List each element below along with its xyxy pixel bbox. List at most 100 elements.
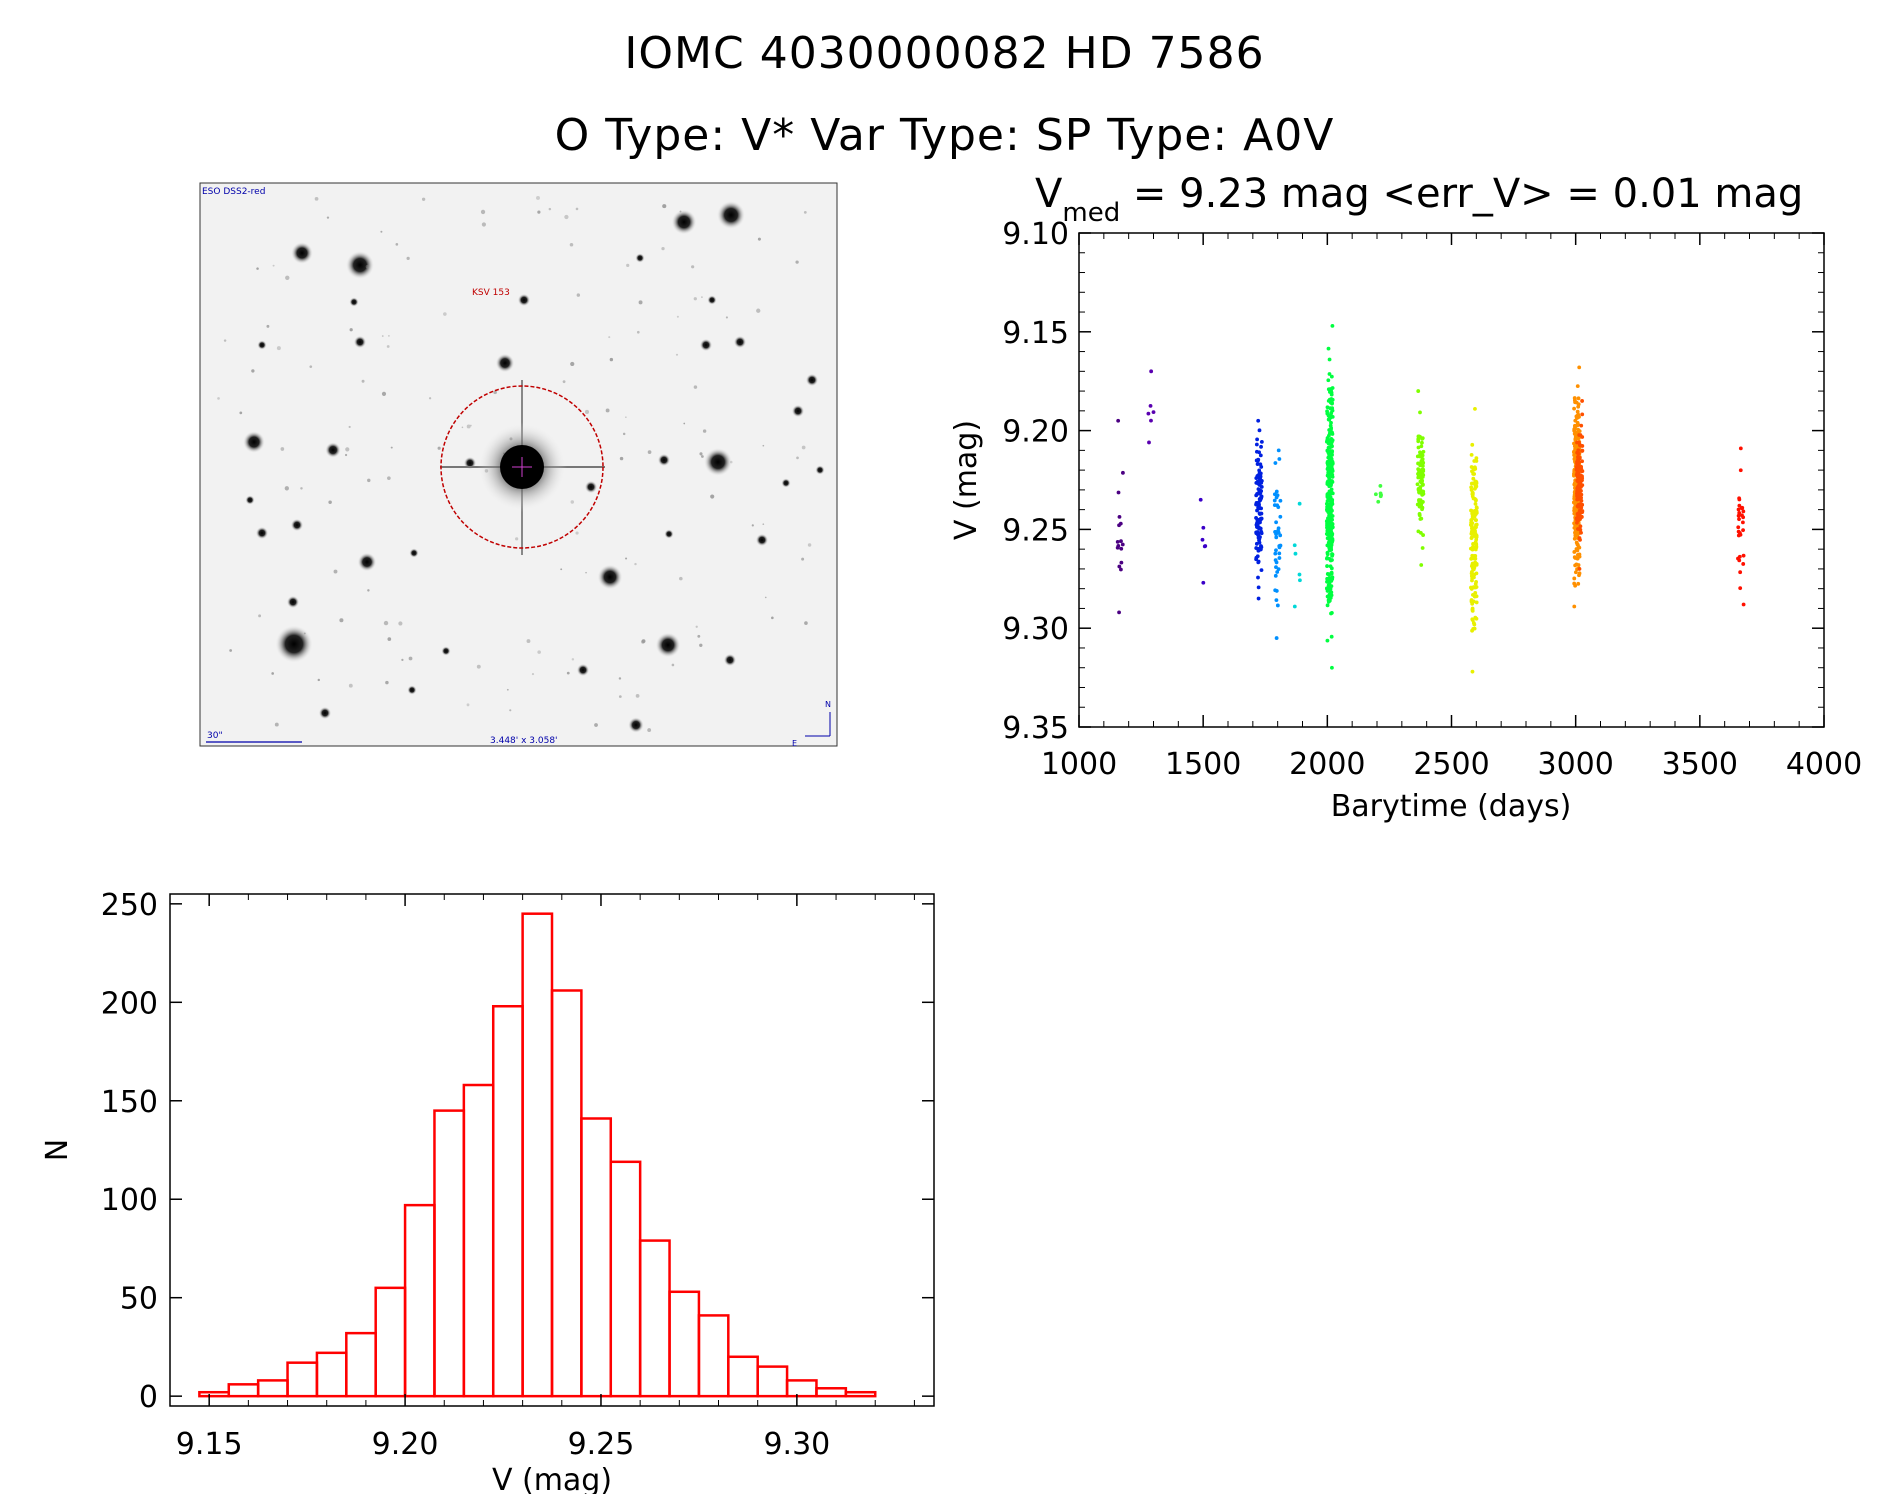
- lc-xtick-label: 2000: [1289, 747, 1365, 782]
- lc-data-point: [1741, 602, 1746, 607]
- lc-data-point: [1147, 440, 1151, 445]
- lc-data-point: [1329, 392, 1334, 397]
- sky-faint-star: [367, 589, 370, 592]
- lc-data-point: [1275, 493, 1280, 498]
- lc-data-point: [1120, 542, 1125, 547]
- sky-corner-label: ESO DSS2-red: [202, 187, 265, 197]
- lc-data-point: [1579, 530, 1583, 535]
- lc-data-point: [1274, 548, 1278, 553]
- lc-data-point: [1421, 449, 1426, 454]
- sky-star: [290, 241, 314, 265]
- lc-data-point: [1576, 581, 1581, 586]
- sky-faint-star: [466, 703, 470, 707]
- sky-star: [703, 447, 733, 477]
- lc-data-point: [1329, 374, 1334, 379]
- lc-xtick-label: 1000: [1041, 747, 1117, 782]
- hist-bar: [462, 1083, 495, 1398]
- sky-star: [707, 295, 717, 305]
- page-title: IOMC 4030000082 HD 7586: [624, 28, 1265, 79]
- sky-star: [257, 340, 267, 350]
- lc-data-point: [1275, 570, 1280, 574]
- lc-data-point: [1474, 616, 1479, 621]
- sky-star: [805, 373, 819, 387]
- lc-data-point: [1119, 567, 1123, 572]
- sky-faint-star: [725, 316, 728, 319]
- lc-data-point: [1200, 537, 1205, 542]
- sky-faint-star: [636, 330, 640, 334]
- sky-faint-star: [537, 210, 541, 214]
- lc-data-point: [1576, 495, 1581, 500]
- sky-faint-star: [575, 207, 579, 211]
- lc-data-point: [1737, 517, 1741, 522]
- lc-data-point: [1149, 418, 1153, 423]
- lc-data-point: [1259, 439, 1264, 444]
- lc-data-point: [1737, 558, 1742, 563]
- lc-data-point: [1254, 442, 1259, 447]
- lc-data-point: [1326, 586, 1331, 591]
- lc-data-point: [1256, 559, 1261, 564]
- lc-data-point: [1578, 537, 1582, 542]
- lc-data-point: [1572, 604, 1577, 609]
- sky-faint-star: [406, 256, 410, 260]
- lc-data-point: [1572, 550, 1577, 554]
- lc-data-point: [1576, 440, 1581, 445]
- lc-data-point: [1572, 450, 1576, 455]
- sky-faint-star: [641, 639, 646, 644]
- sky-faint-star: [584, 409, 590, 415]
- sky-faint-star: [515, 537, 519, 541]
- sky-star: [495, 353, 515, 373]
- lc-data-point: [1329, 443, 1334, 448]
- lc-ylabel: V (mag): [949, 420, 984, 540]
- lc-data-point: [1274, 598, 1279, 603]
- sky-faint-star: [256, 267, 259, 270]
- sky-star-field: [217, 195, 825, 733]
- lc-data-point: [1328, 498, 1333, 503]
- sky-faint-star: [710, 494, 715, 499]
- lc-data-point: [1574, 444, 1579, 449]
- sky-faint-star: [398, 621, 403, 626]
- lc-data-point: [1329, 590, 1334, 595]
- hist-bar: [550, 989, 583, 1398]
- lc-data-point: [1272, 503, 1277, 508]
- lc-data-point: [1257, 540, 1262, 545]
- lc-data-point: [1736, 525, 1741, 530]
- lc-data-point: [1327, 572, 1332, 577]
- lc-data-point: [1470, 578, 1474, 583]
- sky-faint-star: [594, 723, 598, 727]
- lc-data-point: [1273, 588, 1278, 593]
- lc-data-point: [1573, 563, 1578, 568]
- sky-faint-star: [562, 380, 566, 384]
- sky-star: [755, 533, 769, 547]
- lc-data-point: [1329, 482, 1333, 487]
- lc-data-point: [1575, 460, 1579, 464]
- lc-data-point: [1329, 543, 1334, 547]
- lc-data-point: [1259, 444, 1263, 449]
- sky-star: [584, 480, 598, 494]
- hist-bar: [315, 1351, 348, 1398]
- sky-faint-star: [564, 214, 569, 220]
- hist-bar: [638, 1239, 671, 1398]
- lc-data-point: [1273, 551, 1278, 556]
- sky-faint-star: [476, 664, 481, 669]
- lc-data-point: [1416, 434, 1421, 439]
- sky-faint-star: [571, 658, 575, 661]
- lc-data-point: [1736, 529, 1741, 534]
- lc-data-point: [1329, 593, 1334, 598]
- lc-data-point: [1471, 542, 1475, 546]
- lc-data-point: [1116, 418, 1121, 423]
- sky-faint-star: [795, 260, 799, 264]
- lc-data-point: [1293, 551, 1298, 556]
- lc-data-point: [1256, 575, 1260, 580]
- sky-faint-star: [387, 637, 392, 641]
- sky-faint-star: [344, 453, 348, 457]
- sky-faint-star: [284, 486, 289, 491]
- lc-data-point: [1277, 556, 1282, 560]
- sky-faint-star: [569, 242, 574, 247]
- sky-faint-star: [695, 625, 698, 628]
- lc-data-point: [1256, 418, 1261, 423]
- lc-data-point: [1274, 520, 1279, 525]
- lc-data-point: [1117, 610, 1121, 615]
- lc-data-point: [1326, 516, 1330, 521]
- lc-data-point: [1256, 585, 1261, 590]
- lc-data-point: [1578, 473, 1583, 478]
